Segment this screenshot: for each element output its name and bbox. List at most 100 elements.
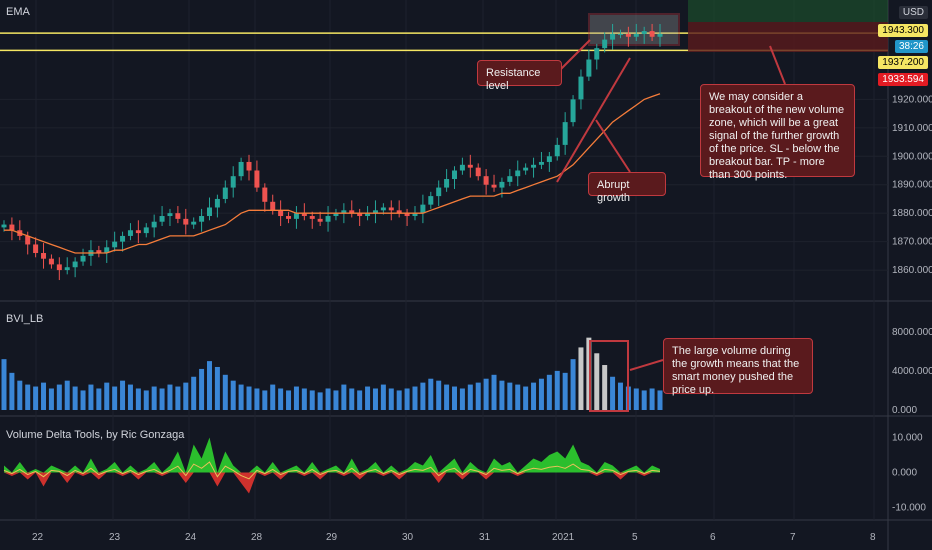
volume-bar — [112, 386, 118, 410]
candle-body — [578, 76, 584, 100]
candle-body — [602, 39, 608, 49]
candle-body — [33, 244, 39, 254]
volume-tick-label: 4000.000 — [892, 366, 932, 377]
arrow-breakout — [769, 45, 786, 85]
volume-bar — [380, 384, 386, 410]
candle-body — [617, 33, 623, 35]
volume-bar — [341, 384, 347, 410]
volume-bar — [199, 368, 205, 410]
price-tick-label: 1920.000 — [892, 94, 932, 105]
candle-body — [183, 218, 189, 225]
countdown-tag: 38:26 — [894, 40, 928, 53]
x-tick-label: 28 — [251, 532, 263, 543]
volume-bar — [515, 384, 521, 410]
price-tick-label: 1910.000 — [892, 123, 932, 134]
volume-bar — [254, 388, 260, 410]
candle-body — [25, 235, 31, 245]
candle-body — [246, 161, 252, 171]
volume-bar — [104, 382, 110, 410]
volume-bar — [649, 388, 655, 410]
delta-positive-area — [4, 437, 660, 473]
volume-bar — [183, 382, 189, 410]
candle-body — [515, 170, 521, 177]
volume-bar — [9, 372, 15, 410]
candle-body — [483, 176, 489, 185]
volume-bar — [286, 390, 292, 410]
candle-body — [625, 33, 631, 37]
price-tag-2: 1937.200 — [878, 56, 928, 69]
volume-bar — [578, 347, 584, 410]
candle-body — [562, 122, 568, 145]
volume-bar — [325, 388, 331, 410]
price-tick-label: 1860.000 — [892, 265, 932, 276]
volume-bar — [333, 390, 339, 410]
volume-bar — [262, 390, 268, 410]
candle-body — [404, 213, 410, 217]
volume-bar — [88, 384, 94, 410]
volume-bar — [238, 384, 244, 410]
volume-bar — [396, 390, 402, 410]
x-tick-label: 24 — [185, 532, 197, 543]
volume-bar — [191, 376, 197, 410]
volume-bar — [507, 382, 513, 410]
candle-body — [523, 167, 529, 171]
price-tick-label: 1870.000 — [892, 237, 932, 248]
volume-bar — [641, 390, 647, 410]
volume-bar — [33, 386, 39, 410]
x-tick-label: 22 — [32, 532, 44, 543]
candle-body — [649, 31, 655, 37]
volume-bar — [64, 380, 70, 410]
volume-bar — [617, 382, 623, 410]
volume-bar — [562, 372, 568, 410]
volume-bar — [246, 386, 252, 410]
volume-bar — [444, 384, 450, 410]
volume-bar — [459, 388, 465, 410]
delta-label: Volume Delta Tools, by Ric Gonzaga — [6, 429, 185, 441]
candle-body — [262, 187, 268, 202]
candle-body — [254, 170, 260, 188]
candle-body — [396, 210, 402, 214]
volume-bar — [404, 388, 410, 410]
candle-body — [610, 33, 616, 40]
volume-bar — [151, 386, 157, 410]
volume-bar — [167, 384, 173, 410]
candle-body — [436, 187, 442, 197]
volume-bar — [412, 386, 418, 410]
volume-bar — [365, 386, 371, 410]
candle-body — [467, 164, 473, 168]
volume-bar — [594, 353, 600, 410]
volume-bar — [633, 388, 639, 410]
candle-body — [278, 210, 284, 217]
candle-body — [143, 227, 149, 234]
candle-body — [56, 264, 62, 271]
volume-bar — [349, 388, 355, 410]
bvi-label: BVI_LB — [6, 313, 44, 325]
x-tick-label: 8 — [870, 532, 876, 543]
candle-body — [112, 241, 118, 248]
candle-body — [380, 207, 386, 211]
candle-body — [1, 224, 7, 228]
volume-bar — [475, 382, 481, 410]
candle-body — [341, 210, 347, 214]
volume-bar — [309, 390, 315, 410]
volume-bar — [538, 378, 544, 410]
volume-bar — [230, 380, 236, 410]
candle-body — [80, 255, 86, 262]
candle-body — [159, 216, 165, 222]
price-tick-label: 1880.000 — [892, 208, 932, 219]
volume-bar — [531, 382, 537, 410]
x-tick-label: 30 — [402, 532, 414, 543]
volume-bar — [127, 384, 133, 410]
volume-callout: The large volume during the growth means… — [663, 338, 813, 396]
candle-body — [167, 213, 173, 217]
currency-badge[interactable]: USD — [898, 6, 928, 19]
volume-bar — [523, 386, 529, 410]
candle-body — [365, 213, 371, 217]
candle-body — [238, 161, 244, 177]
candle-body — [191, 221, 197, 225]
x-tick-label: 23 — [109, 532, 121, 543]
ema-label: EMA — [6, 6, 30, 18]
candle-body — [641, 31, 647, 34]
candle-body — [120, 235, 126, 242]
